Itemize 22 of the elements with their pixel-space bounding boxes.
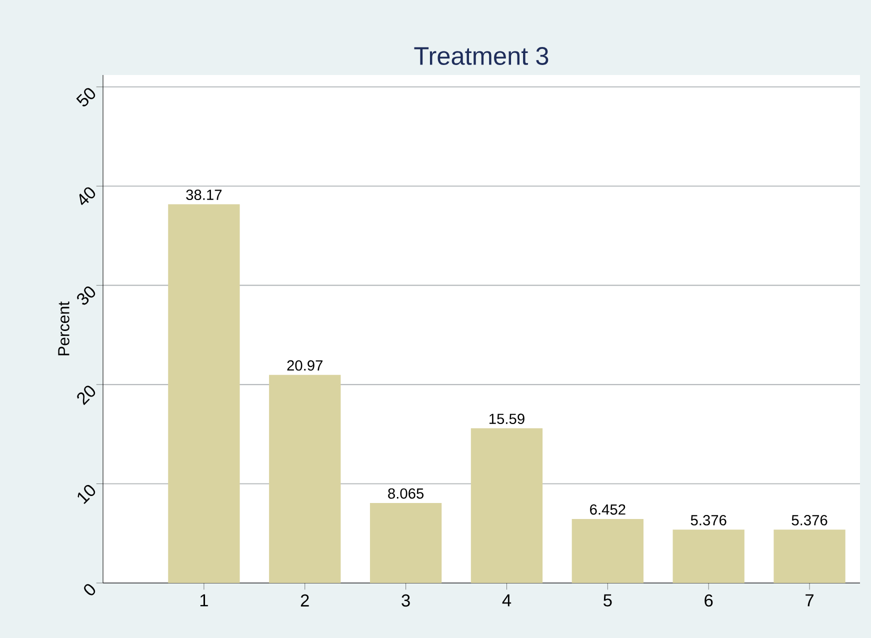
y-tick-label: 50 <box>76 88 96 106</box>
x-tick-label: 5 <box>604 594 612 606</box>
data-label: 6.452 <box>590 504 626 515</box>
data-label: 15.59 <box>489 414 524 424</box>
chart-title: Treatment 3 <box>414 47 548 65</box>
x-tick-label: 3 <box>402 594 410 607</box>
y-tick-label: 20 <box>77 386 96 406</box>
x-tick-label: 4 <box>502 594 512 606</box>
data-label: 5.376 <box>690 515 726 526</box>
y-tick-label: 40 <box>79 187 96 206</box>
x-tick-label: 2 <box>300 594 309 606</box>
x-tick-label: 6 <box>704 594 713 607</box>
y-axis-title: Percent <box>58 302 70 356</box>
data-label: 20.97 <box>287 360 322 371</box>
data-label: 38.17 <box>186 190 222 200</box>
y-tick-label: 0 <box>84 584 96 596</box>
data-label: 8.065 <box>388 488 424 499</box>
x-tick-label: 7 <box>806 594 814 606</box>
y-tick-label: 30 <box>77 286 96 305</box>
x-tick-label: 1 <box>200 594 208 606</box>
y-tick-label: 10 <box>78 484 96 504</box>
data-label: 5.376 <box>792 515 828 526</box>
